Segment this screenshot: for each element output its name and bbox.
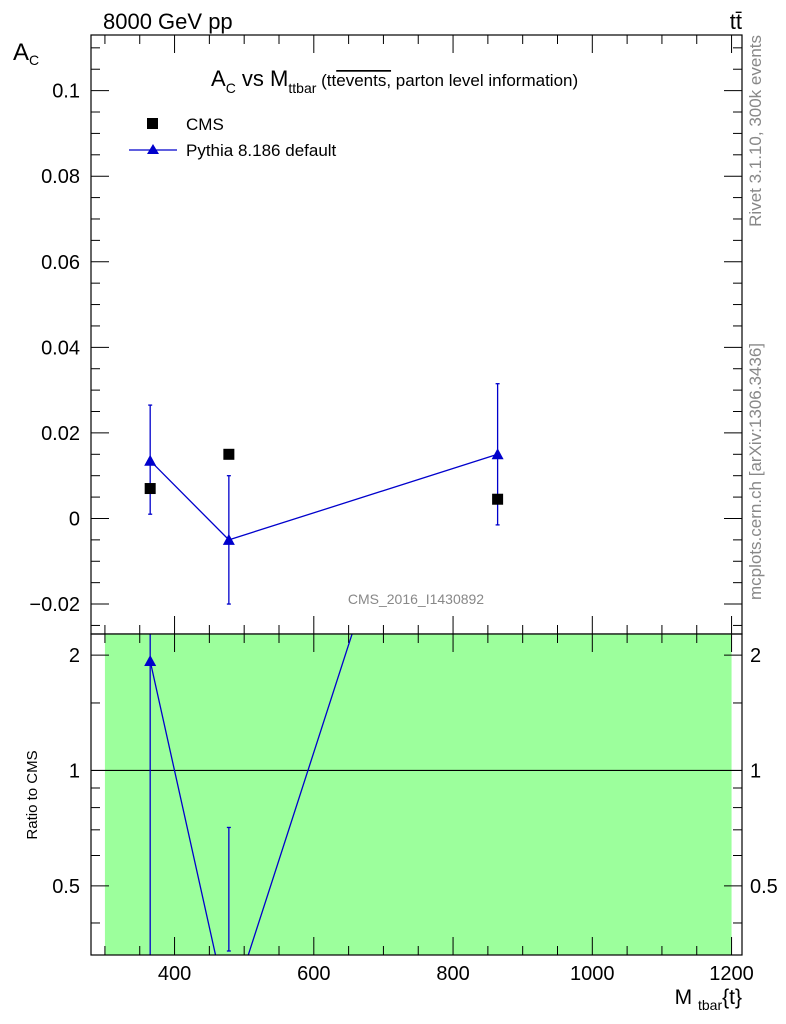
y-tick-label: 0.08 — [41, 166, 80, 188]
x-tick-label: 400 — [158, 963, 191, 985]
title-rest: parton level information) — [391, 71, 578, 90]
main-panel: AC vs Mttbar (ttevents, parton level inf… — [13, 34, 743, 635]
ratio-y-tick-label: 1 — [69, 760, 80, 782]
energy-label: 8000 GeV pp — [103, 9, 233, 34]
pythia-point — [491, 448, 504, 460]
pythia-line — [149, 453, 498, 541]
y-tick-label: 0.06 — [41, 252, 80, 274]
x-tick-label: 1000 — [570, 963, 615, 985]
legend-pythia-marker — [147, 144, 159, 154]
mcplots-label: mcplots.cern.ch [arXiv:1306.3436] — [746, 343, 765, 600]
title-m-sub: ttbar — [288, 80, 316, 96]
y-tick-label: 0 — [69, 508, 80, 530]
title-vs: vs M — [236, 66, 289, 91]
cms-uncertainty-band — [104, 634, 732, 955]
cms-point — [223, 448, 235, 460]
ratio-y-tick-label-right: 2 — [750, 645, 761, 667]
ratio-panel: 0.5 0.5 1 1 2 2 400 600 800 1000 1200 Ratio to CMS… — [24, 633, 778, 1013]
y-tick-label: 0.02 — [41, 423, 80, 445]
ratio-pythia-point — [144, 655, 157, 667]
cms-point — [492, 493, 504, 505]
y-tick-label: −0.02 — [29, 594, 80, 616]
title-a: A — [211, 66, 226, 91]
plot-title: AC vs Mttbar (ttevents, parton level inf… — [211, 66, 578, 96]
legend-cms-marker — [147, 118, 158, 129]
title-a-sub: C — [226, 80, 236, 96]
x-axis-label: M tbar{t} — [675, 986, 742, 1013]
pythia-point — [222, 533, 235, 545]
ratio-y-tick-label: 2 — [69, 645, 80, 667]
legend: CMS Pythia 8.186 default — [129, 115, 337, 160]
ratio-y-tick-label-right: 0.5 — [750, 876, 778, 898]
x-tick-label: 800 — [436, 963, 469, 985]
y-axis-label-top: AC — [13, 39, 39, 68]
ratio-y-tick-label: 0.5 — [52, 876, 80, 898]
y-tick-label: 0.04 — [41, 337, 80, 359]
title-paren: (tt — [316, 71, 336, 90]
process-label: tt̄ — [730, 9, 742, 34]
y-tick-label: 0.1 — [52, 81, 80, 103]
legend-pythia-label: Pythia 8.186 default — [186, 141, 337, 160]
ratio-frame — [90, 633, 743, 956]
ratio-y-tick-label-right: 1 — [750, 760, 761, 782]
x-tick-label: 600 — [297, 963, 330, 985]
ratio-y-label: Ratio to CMS — [24, 750, 41, 839]
legend-cms-label: CMS — [186, 115, 224, 134]
ratio-pythia-line — [149, 634, 353, 955]
rivet-version-label: Rivet 3.1.10, 300k events — [746, 35, 765, 227]
cms-point — [144, 483, 156, 495]
pythia-point — [144, 454, 157, 466]
analysis-watermark: CMS_2016_I1430892 — [348, 591, 484, 607]
x-tick-label: 1200 — [709, 963, 754, 985]
title-overline: events, — [336, 71, 391, 90]
